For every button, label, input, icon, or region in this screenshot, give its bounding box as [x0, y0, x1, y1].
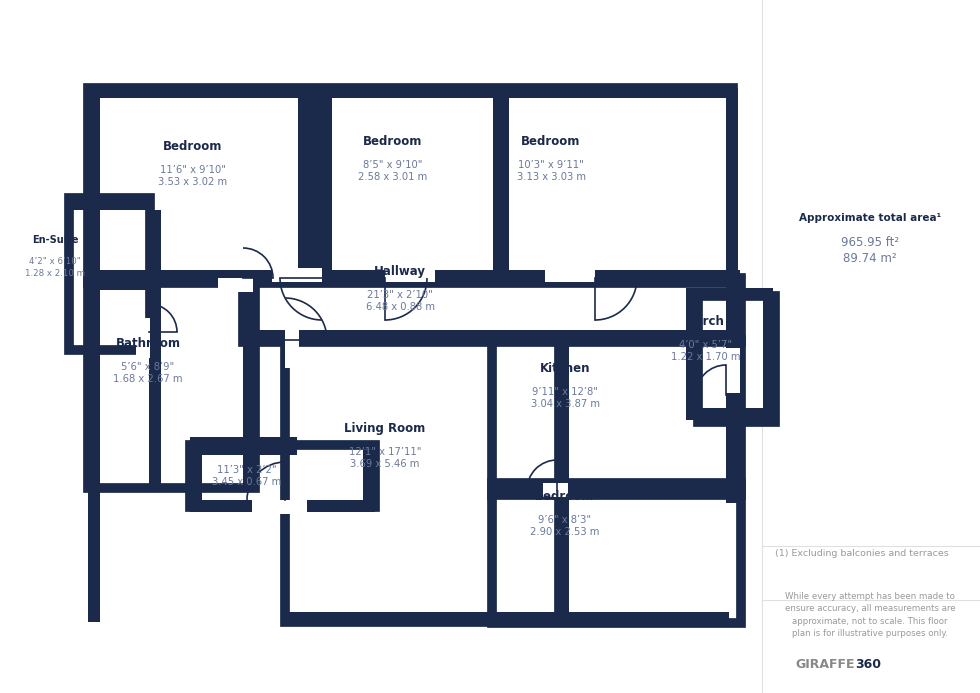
Bar — [88, 278, 156, 290]
Text: Living Room: Living Room — [344, 422, 425, 435]
Bar — [363, 450, 375, 512]
Bar — [243, 278, 738, 340]
Bar — [543, 483, 568, 497]
Text: GIRAFFE: GIRAFFE — [796, 658, 855, 671]
Text: Bathroom: Bathroom — [116, 337, 180, 350]
Bar — [492, 340, 741, 495]
Bar — [88, 278, 100, 622]
Bar — [557, 340, 569, 622]
Text: Entrance Hall: Entrance Hall — [203, 440, 292, 453]
Text: 4’2" x 6’10": 4’2" x 6’10" — [29, 257, 81, 266]
Text: 3.04 x 3.87 m: 3.04 x 3.87 m — [530, 399, 600, 409]
Bar — [69, 198, 149, 210]
Bar — [100, 93, 300, 278]
Text: 1.22 x 1.70 m: 1.22 x 1.70 m — [671, 352, 741, 362]
Bar — [385, 268, 435, 282]
Bar — [285, 340, 557, 618]
Bar — [493, 93, 509, 278]
Bar — [190, 500, 365, 512]
Text: En-Suite: En-Suite — [31, 235, 78, 245]
Bar — [243, 278, 255, 485]
Bar — [698, 288, 773, 300]
Bar — [218, 278, 253, 292]
Bar — [763, 300, 773, 420]
Bar — [190, 450, 202, 512]
Bar — [243, 278, 741, 342]
Bar — [492, 490, 729, 623]
Text: Bedroom: Bedroom — [535, 490, 595, 503]
Text: Porch: Porch — [687, 315, 725, 328]
Text: 11’6" x 9’10": 11’6" x 9’10" — [160, 165, 226, 175]
Bar — [330, 93, 495, 278]
Bar — [69, 210, 149, 350]
Text: 9’11" x 12’8": 9’11" x 12’8" — [532, 387, 598, 397]
Text: 10’3" x 9’11": 10’3" x 9’11" — [518, 160, 584, 170]
Bar — [100, 278, 243, 483]
Text: Hallway: Hallway — [374, 265, 426, 278]
Bar — [467, 93, 729, 278]
Text: 1.28 x 2.10 m: 1.28 x 2.10 m — [25, 269, 85, 278]
Text: 965.95 ft²: 965.95 ft² — [841, 236, 899, 249]
Text: Bedroom: Bedroom — [521, 135, 581, 148]
Bar — [69, 198, 150, 350]
Bar — [285, 318, 299, 368]
Bar — [300, 93, 332, 278]
Text: 12’1" x 17’11": 12’1" x 17’11" — [349, 447, 421, 457]
Text: Approximate total area¹: Approximate total area¹ — [799, 213, 941, 223]
Text: (1) Excluding balconies and terraces: (1) Excluding balconies and terraces — [775, 548, 949, 557]
Bar — [190, 437, 297, 455]
Text: 2.58 x 3.01 m: 2.58 x 3.01 m — [359, 172, 427, 182]
Text: 5’6" x 8’9": 5’6" x 8’9" — [122, 362, 174, 372]
Text: 3.53 x 3.02 m: 3.53 x 3.02 m — [159, 177, 227, 187]
Bar — [285, 340, 559, 622]
Text: 6.48 x 0.88 m: 6.48 x 0.88 m — [366, 302, 434, 312]
Bar — [492, 483, 741, 623]
Text: 9’6" x 8’3": 9’6" x 8’3" — [538, 515, 592, 525]
Bar — [88, 278, 255, 488]
Bar — [243, 330, 740, 342]
Text: 360: 360 — [855, 658, 881, 671]
Bar — [726, 348, 740, 393]
Bar — [285, 612, 729, 622]
Bar — [698, 296, 775, 422]
Text: 1.68 x 2.67 m: 1.68 x 2.67 m — [114, 374, 182, 384]
Bar — [492, 483, 741, 495]
Bar — [88, 88, 733, 98]
Bar — [726, 88, 738, 503]
Bar — [495, 93, 507, 278]
Bar — [136, 318, 150, 358]
Text: Bedroom: Bedroom — [164, 140, 222, 153]
Text: Kitchen: Kitchen — [540, 362, 590, 375]
Bar — [252, 500, 307, 514]
Bar — [545, 268, 595, 282]
Text: 21’3" x 2’10": 21’3" x 2’10" — [368, 290, 433, 300]
Text: 89.74 m²: 89.74 m² — [843, 252, 897, 265]
Bar — [492, 340, 729, 535]
Text: 2.90 x 2.53 m: 2.90 x 2.53 m — [530, 527, 600, 537]
Bar — [686, 288, 698, 420]
Bar — [190, 445, 375, 507]
Bar — [698, 408, 773, 420]
Bar — [298, 93, 314, 278]
Text: 8’5" x 9’10": 8’5" x 9’10" — [364, 160, 422, 170]
Bar — [698, 300, 763, 420]
Text: 4’0" x 5’7": 4’0" x 5’7" — [679, 340, 733, 350]
Text: 3.45 x 0.67 m: 3.45 x 0.67 m — [213, 477, 281, 487]
Bar — [88, 88, 733, 283]
Text: 3.13 x 3.03 m: 3.13 x 3.03 m — [516, 172, 585, 182]
Bar — [190, 455, 365, 507]
Bar — [149, 210, 161, 490]
Bar — [272, 268, 322, 282]
Bar — [88, 93, 100, 393]
Text: Bedroom: Bedroom — [364, 135, 422, 148]
Bar — [100, 270, 740, 282]
Text: 11’3" x 2’2": 11’3" x 2’2" — [218, 465, 276, 475]
Text: While every attempt has been made to
ensure accuracy, all measurements are
appro: While every attempt has been made to ens… — [785, 592, 956, 638]
Text: 3.69 x 5.46 m: 3.69 x 5.46 m — [350, 459, 419, 469]
